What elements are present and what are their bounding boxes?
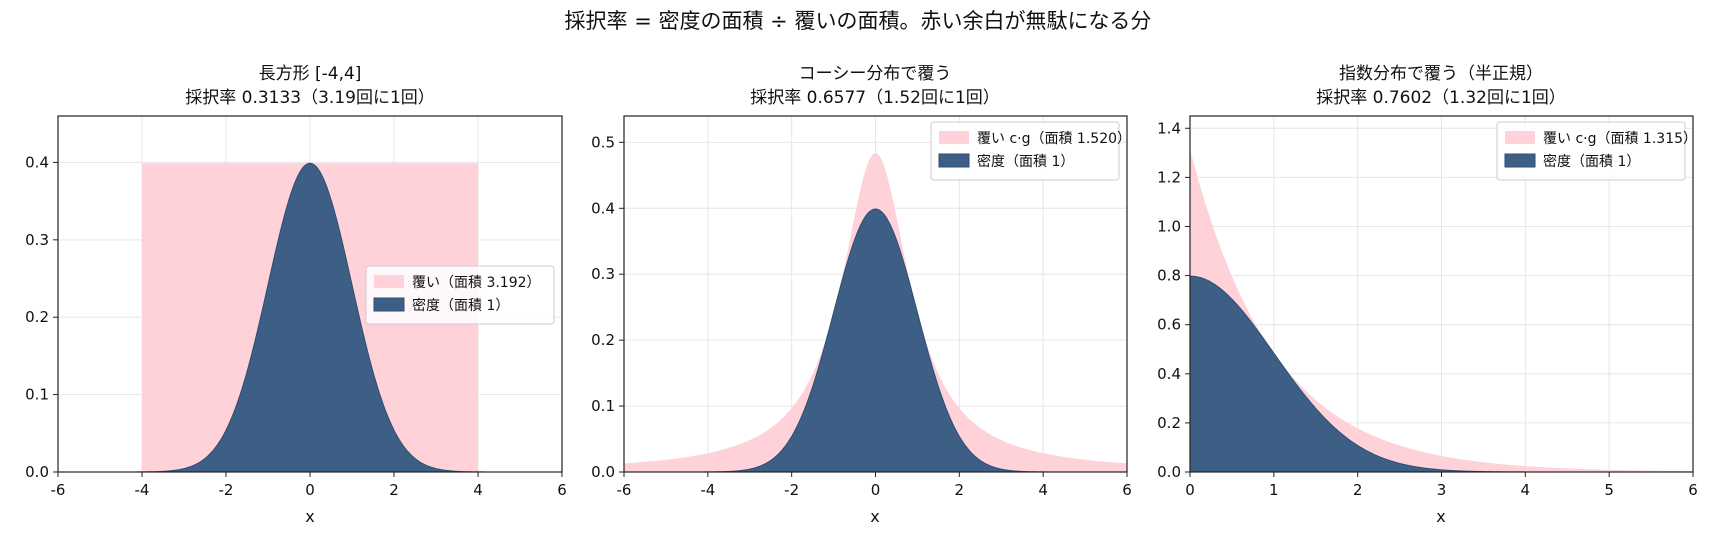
legend-label: 覆い（面積 3.192） (412, 275, 541, 291)
x-tick-label: 3 (1437, 481, 1447, 499)
y-tick-label: 0.8 (1157, 267, 1181, 285)
legend-swatch-density (938, 153, 970, 168)
x-tick-label: 2 (389, 481, 399, 499)
x-tick-label: -4 (135, 481, 150, 499)
y-tick-label: 0.2 (25, 308, 49, 326)
x-tick-label: 2 (1353, 481, 1363, 499)
y-tick-label: 0.0 (25, 463, 49, 481)
x-tick-label: 6 (1122, 481, 1132, 499)
legend-label: 密度（面積 1） (412, 297, 509, 314)
y-tick-label: 1.0 (1157, 217, 1181, 235)
x-tick-label: -4 (700, 481, 715, 499)
panel-3-xlabel: x (1436, 507, 1445, 526)
legend-box (930, 121, 1120, 181)
y-tick-label: 1.2 (1157, 168, 1181, 186)
x-tick-label: 4 (473, 481, 483, 499)
panel-1-title: 長方形 [-4,4] (259, 64, 362, 84)
x-tick-label: 4 (1038, 481, 1048, 499)
panel-2-subtitle: 採択率 0.6577（1.52回に1回） (750, 88, 1000, 108)
x-tick-label: -2 (784, 481, 799, 499)
panel-3-subtitle: 採択率 0.7602（1.32回に1回） (1316, 88, 1566, 108)
x-tick-label: 0 (1185, 481, 1195, 499)
y-tick-label: 0.6 (1157, 316, 1181, 334)
legend-label: 覆い c·g（面積 1.315） (1543, 131, 1697, 147)
y-tick-label: 0.3 (591, 265, 615, 283)
legend-box (365, 265, 555, 325)
chart-panel-2: コーシー分布で覆う 採択率 0.6577（1.52回に1回） x -6 -4 -2 0… (591, 64, 1132, 526)
x-tick-label: 0 (305, 481, 315, 499)
panel-1-subtitle: 採択率 0.3133（3.19回に1回） (185, 88, 435, 108)
y-tick-label: 0.5 (591, 133, 615, 151)
x-tick-label: 0 (871, 481, 881, 499)
y-tick-label: 0.4 (1157, 365, 1181, 383)
panel-3-title: 指数分布で覆う（半正規） (1339, 64, 1543, 84)
chart-panel-1: 長方形 [-4,4] 採択率 0.3133（3.19回に1回） x -6 -4 -2… (25, 64, 567, 526)
legend: 覆い c·g（面積 1.315） 密度（面積 1） (1496, 121, 1697, 181)
x-tick-label: 1 (1269, 481, 1279, 499)
figure-suptitle: 採択率 = 密度の面積 ÷ 覆いの面積。赤い余白が無駄になる分 (565, 9, 1152, 33)
x-tick-label: 6 (1688, 481, 1698, 499)
y-tick-label: 0.1 (591, 397, 615, 415)
legend-swatch-envelope (1505, 131, 1535, 144)
legend-swatch-envelope (374, 275, 404, 288)
legend: 覆い（面積 3.192） 密度（面積 1） (365, 265, 555, 325)
panel-2-xlabel: x (870, 507, 879, 526)
legend-swatch-density (1504, 153, 1536, 168)
y-tick-label: 0.2 (1157, 414, 1181, 432)
legend-swatch-envelope (939, 131, 969, 144)
x-tick-label: 2 (955, 481, 965, 499)
chart-panel-3: 指数分布で覆う（半正規） 採択率 0.7602（1.32回に1回） x 0 1 2 3… (1157, 64, 1698, 526)
y-tick-label: 0.3 (25, 231, 49, 249)
x-tick-label: 5 (1604, 481, 1614, 499)
y-tick-label: 0.0 (591, 463, 615, 481)
legend-swatch-density (373, 297, 405, 312)
x-tick-label: -6 (617, 481, 632, 499)
legend: 覆い c·g（面積 1.520） 密度（面積 1） (930, 121, 1131, 181)
y-tick-label: 1.4 (1157, 119, 1181, 137)
x-tick-label: 6 (557, 481, 567, 499)
y-tick-label: 0.2 (591, 331, 615, 349)
x-tick-label: -6 (51, 481, 66, 499)
panel-1-xlabel: x (305, 507, 314, 526)
y-tick-label: 0.4 (25, 153, 49, 171)
y-tick-label: 0.1 (25, 386, 49, 404)
legend-box (1496, 121, 1686, 181)
y-tick-label: 0.0 (1157, 463, 1181, 481)
panel-2-title: コーシー分布で覆う (799, 64, 952, 84)
x-tick-label: -2 (219, 481, 234, 499)
legend-label: 密度（面積 1） (1543, 153, 1640, 170)
legend-label: 密度（面積 1） (977, 153, 1074, 170)
y-tick-label: 0.4 (591, 199, 615, 217)
legend-label: 覆い c·g（面積 1.520） (977, 131, 1131, 147)
x-tick-label: 4 (1521, 481, 1531, 499)
